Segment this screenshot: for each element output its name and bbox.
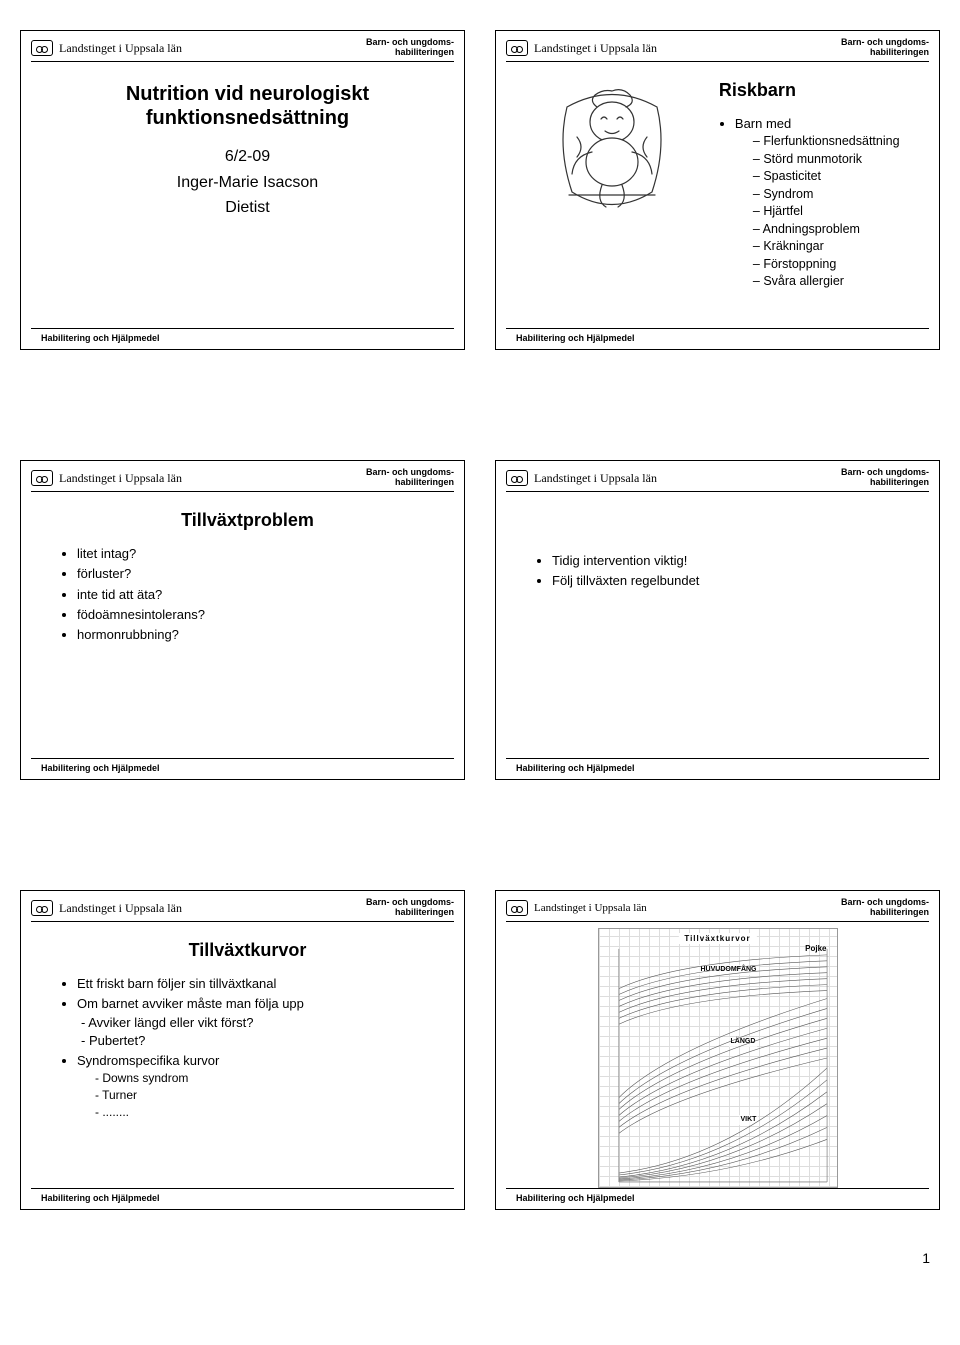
slide-footer: Habilitering och Hjälpmedel (506, 328, 929, 349)
date: 6/2-09 (51, 144, 444, 170)
list-item: Om barnet avviker måste man följa upp - … (77, 995, 444, 1050)
slide-title: Nutrition vid neurologiskt funktionsneds… (51, 82, 444, 130)
slide-2: Landstinget i Uppsala län Barn- och ungd… (495, 30, 940, 350)
list-item: litet intag? (77, 545, 444, 563)
sub-list: Downs syndrom Turner ........ (77, 1070, 444, 1120)
org-logo: Landstinget i Uppsala län (31, 40, 182, 56)
logo-icon (31, 40, 53, 56)
slide-3: Landstinget i Uppsala län Barn- och ungd… (20, 460, 465, 780)
slide-title: Tillväxtproblem (51, 508, 444, 533)
org-name: Landstinget i Uppsala län (59, 41, 182, 56)
slide-title: Tillväxtkurvor (51, 938, 444, 963)
logo-icon (31, 470, 53, 486)
logo-icon (506, 40, 528, 56)
growth-chart: Tillväxtkurvor Pojke HUVUDOMFÅNG LÄNGD V… (598, 928, 838, 1188)
slide-footer: Habilitering och Hjälpmedel (506, 758, 929, 779)
page-number: 1 (0, 1220, 960, 1276)
slide-4: Landstinget i Uppsala län Barn- och ungd… (495, 460, 940, 780)
slide-footer: Habilitering och Hjälpmedel (31, 758, 454, 779)
slide-title: Riskbarn (719, 78, 919, 103)
slide-footer: Habilitering och Hjälpmedel (31, 1188, 454, 1209)
bullet-list: Ett friskt barn följer sin tillväxtkanal… (51, 975, 444, 1120)
list-item: födoämnesintolerans? (77, 606, 444, 624)
slide-header: Landstinget i Uppsala län Barn- och ungd… (21, 31, 464, 61)
slide-footer: Habilitering och Hjälpmedel (31, 328, 454, 349)
list-item: hormonrubbning? (77, 626, 444, 644)
dept-label: Barn- och ungdoms- habiliteringen (366, 38, 454, 58)
slide-1: Landstinget i Uppsala län Barn- och ungd… (20, 30, 465, 350)
logo-icon (31, 900, 53, 916)
slide-body: Nutrition vid neurologiskt funktionsneds… (21, 62, 464, 328)
slide-footer: Habilitering och Hjälpmedel (506, 1188, 929, 1209)
bullet-list: litet intag? förluster? inte tid att äta… (51, 545, 444, 644)
list-item: Syndromspecifika kurvor Downs syndrom Tu… (77, 1052, 444, 1121)
list-item: Tidig intervention viktig! (552, 552, 919, 570)
slide-6: Landstinget i Uppsala län Barn- och ungd… (495, 890, 940, 1210)
growth-curves-svg (599, 929, 837, 1187)
list-item: Barn med Flerfunktionsnedsättning Störd … (735, 115, 919, 291)
bullet-list: Tidig intervention viktig! Följ tillväxt… (526, 552, 919, 590)
list-item: Ett friskt barn följer sin tillväxtkanal (77, 975, 444, 993)
logo-icon (506, 900, 528, 916)
sub-list: Flerfunktionsnedsättning Störd munmotori… (735, 133, 919, 291)
role: Dietist (51, 195, 444, 221)
bullet-list: Barn med Flerfunktionsnedsättning Störd … (709, 115, 919, 291)
author: Inger-Marie Isacson (51, 170, 444, 196)
list-item: Följ tillväxten regelbundet (552, 572, 919, 590)
slide-5: Landstinget i Uppsala län Barn- och ungd… (20, 890, 465, 1210)
slide-meta: 6/2-09 Inger-Marie Isacson Dietist (51, 144, 444, 221)
list-item: förluster? (77, 565, 444, 583)
baby-illustration (526, 72, 699, 222)
list-item: inte tid att äta? (77, 586, 444, 604)
slide-header: Landstinget i Uppsala län Barn- och ungd… (496, 31, 939, 61)
logo-icon (506, 470, 528, 486)
